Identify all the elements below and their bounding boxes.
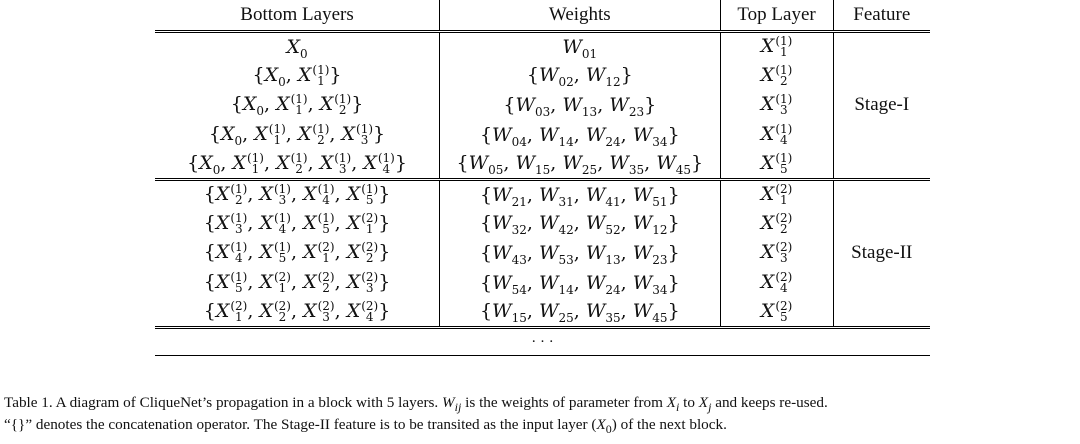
- cell-weights: {W54, W14, W24, W34}: [439, 268, 721, 298]
- cell-bottom-layers: {X0, X (1) 1, X (1) 2}: [230, 92, 364, 119]
- propagation-table: Bottom Layers Weights Top Layer Feature …: [155, 0, 930, 356]
- cell-bottom-layers: X0: [155, 30, 440, 62]
- continuation-row: · · ·: [155, 325, 930, 356]
- table-row: {X (2) 1, X (2) 2, X (2) 3, X (2) 4} {W15, W25, W…: [155, 297, 930, 328]
- cell-bottom-layers: {X (1) 5, X (2) 1, X (2) 2, X (2) 3}: [203, 270, 391, 296]
- table-row: {X0, X (1) 1, X (1) 2, X (1) 3, X (1) 4} {W05, W1…: [155, 149, 930, 180]
- cell-bottom-layers: {X0, X (1) 1}: [252, 62, 342, 89]
- cell-top-layer: X (1) 1: [719, 30, 834, 62]
- table-caption: Table 1. A diagram of CliqueNet’s propag…: [4, 392, 1079, 436]
- table-row: X0 W01 X (1) 1 Stage-I: [155, 30, 930, 180]
- cell-top-layer: X (2) 5: [719, 297, 834, 328]
- cell-weights: {W04, W14, W24, W34}: [439, 120, 721, 150]
- cell-top-layer: X (1) 3: [719, 90, 834, 121]
- cell-top-layer: X (1) 2: [719, 61, 834, 91]
- cell-bottom-layers: {X0, X (1) 1, X (1) 2, X (1) 3, X (1) 4}: [187, 150, 407, 177]
- cell-feature-stage: Stage-II: [832, 177, 930, 328]
- table-row: {X (1) 4, X (1) 5, X (2) 1, X (2) 2} {W43, W53, W…: [155, 238, 930, 269]
- cell-bottom-layers: {X (1) 2, X (1) 3, X (1) 4, X (1) 5}: [155, 177, 440, 210]
- table-body: X0 W01 X (1) 1 Stage-I {X0, X (1) 1} {W02, W12} X(…: [155, 30, 930, 356]
- cell-bottom-layers: {X (2) 1, X (2) 2, X (2) 3, X (2) 4}: [203, 298, 391, 324]
- cell-weights: {W02, W12}: [439, 61, 721, 91]
- cell-top-layer: X (2) 2: [719, 209, 834, 239]
- caption-line-2: “{}” denotes the concatenation operator.…: [4, 416, 727, 437]
- cell-top-layer: X (1) 4: [719, 120, 834, 150]
- cell-weights: {W03, W13, W23}: [439, 90, 721, 121]
- table-row: {X0, X (1) 1, X (1) 2} {W03, W13, W23} X (1) 3: [155, 90, 930, 121]
- continuation-ellipsis: · · ·: [155, 325, 930, 356]
- cell-bottom-layers: {X0, X (1) 1, X (1) 2, X (1) 3}: [208, 122, 386, 148]
- table-row: {X (1) 5, X (2) 1, X (2) 2, X (2) 3} {W54, W14, W…: [155, 268, 930, 298]
- header-bottom-layers: Bottom Layers: [155, 0, 440, 32]
- cell-weights: {W15, W25, W35, W45}: [439, 297, 721, 328]
- cell-weights: {W32, W42, W52, W12}: [439, 209, 721, 239]
- table-row: {X0, X (1) 1, X (1) 2, X (1) 3} {W04, W14, W24,…: [155, 120, 930, 150]
- cell-top-layer: X (1) 5: [719, 149, 834, 180]
- header-feature: Feature: [832, 0, 930, 32]
- caption-line-1: Table 1. A diagram of CliqueNet’s propag…: [4, 394, 828, 415]
- cell-weights: {W21, W31, W41, W51}: [439, 177, 721, 210]
- table-row: {X0, X (1) 1} {W02, W12} X (1) 2: [155, 61, 930, 91]
- header-top-layer: Top Layer: [719, 0, 834, 32]
- cell-weights: {W43, W53, W13, W23}: [439, 238, 721, 269]
- table-row: {X (1) 2, X (1) 3, X (1) 4, X (1) 5} {W21, W31, W…: [155, 177, 930, 328]
- cell-bottom-layers: {X (1) 3, X (1) 4, X (1) 5, X (2) 1}: [203, 210, 391, 236]
- cell-weights: {W05, W15, W25, W35, W45}: [439, 149, 721, 180]
- cell-weights: W01: [439, 30, 721, 62]
- cell-feature-stage: Stage-I: [832, 30, 930, 180]
- cell-bottom-layers: {X (1) 4, X (1) 5, X (2) 1, X (2) 2}: [203, 240, 391, 266]
- cell-top-layer: X (2) 4: [719, 268, 834, 298]
- cell-top-layer: X (2) 1: [719, 177, 834, 210]
- header-row: Bottom Layers Weights Top Layer Feature: [155, 0, 930, 32]
- cell-top-layer: X (2) 3: [719, 238, 834, 269]
- table-row: {X (1) 3, X (1) 4, X (1) 5, X (2) 1} {W32, W42, W…: [155, 209, 930, 239]
- header-weights: Weights: [439, 0, 721, 32]
